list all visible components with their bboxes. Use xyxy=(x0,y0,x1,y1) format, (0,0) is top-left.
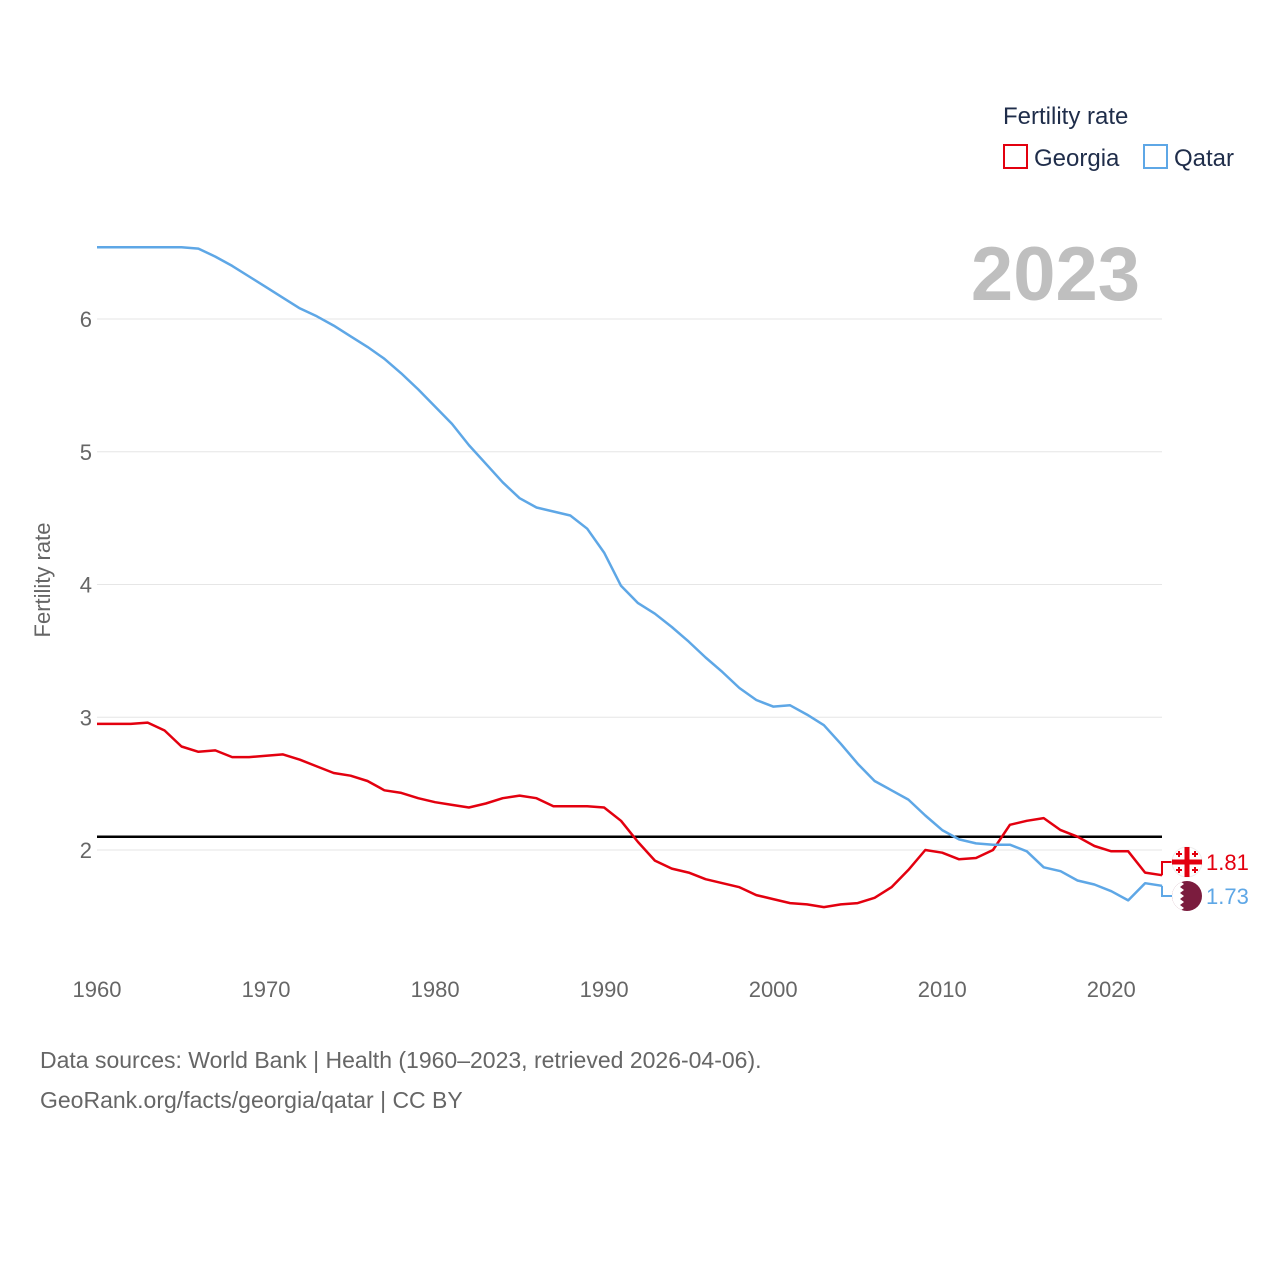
source-url-link[interactable]: GeoRank.org/facts/georgia/qatar | CC BY xyxy=(40,1087,463,1113)
x-tick-label-1980: 1980 xyxy=(411,977,460,1002)
legend-swatch-qatar xyxy=(1143,144,1168,169)
y-tick-label-6: 6 xyxy=(80,307,92,332)
x-tick-label-2000: 2000 xyxy=(749,977,798,1002)
y-tick-label-3: 3 xyxy=(80,705,92,730)
series-lines xyxy=(97,246,1163,909)
y-tick-label-2: 2 xyxy=(80,838,92,863)
qatar-flag-icon xyxy=(1172,881,1202,911)
legend-item-qatar[interactable]: Qatar xyxy=(1143,144,1234,172)
georgia-flag-icon xyxy=(1171,846,1203,878)
y-tick-label-5: 5 xyxy=(80,440,92,465)
series-line-qatar[interactable] xyxy=(97,246,1163,902)
data-source-text: Data sources: World Bank | Health (1960–… xyxy=(40,1047,762,1073)
x-axis-ticks: 1960 1970 1980 1990 2000 2010 2020 xyxy=(73,977,1136,1002)
series-line-georgia[interactable] xyxy=(97,721,1163,909)
x-tick-label-1960: 1960 xyxy=(73,977,122,1002)
legend-title: Fertility rate xyxy=(1003,103,1128,130)
georgia-end-connector xyxy=(1161,861,1172,876)
y-axis-ticks: 2 3 4 5 6 xyxy=(80,307,92,863)
x-tick-label-1990: 1990 xyxy=(580,977,629,1002)
series-end-markers: 1.81 1.73 xyxy=(1161,846,1249,911)
x-tick-label-1970: 1970 xyxy=(242,977,291,1002)
legend: Fertility rate Georgia Qatar xyxy=(1003,103,1234,172)
x-tick-label-2010: 2010 xyxy=(918,977,967,1002)
legend-label-georgia: Georgia xyxy=(1034,145,1120,172)
qatar-end-connector xyxy=(1161,885,1172,897)
gridlines xyxy=(97,318,1162,851)
legend-item-georgia[interactable]: Georgia xyxy=(1003,144,1120,172)
qatar-end-value-label: 1.73 xyxy=(1206,884,1249,909)
y-axis-title: Fertility rate xyxy=(30,523,55,638)
legend-swatch-georgia xyxy=(1003,144,1028,169)
x-tick-label-2020: 2020 xyxy=(1087,977,1136,1002)
georgia-end-value-label: 1.81 xyxy=(1206,850,1249,875)
legend-label-qatar: Qatar xyxy=(1174,145,1234,172)
y-tick-label-4: 4 xyxy=(80,573,92,598)
current-year-label: 2023 xyxy=(971,232,1140,317)
